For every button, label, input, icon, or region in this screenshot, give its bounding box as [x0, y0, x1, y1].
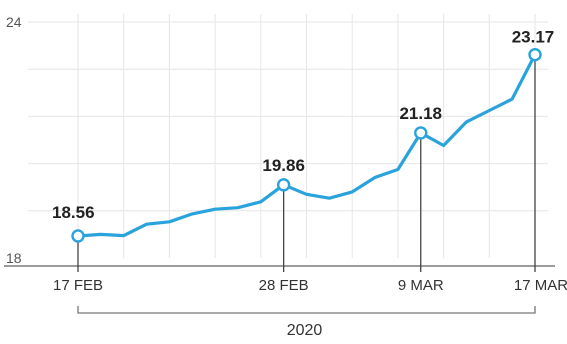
data-label: 23.17	[512, 28, 555, 47]
x-tick-label: 9 MAR	[398, 277, 444, 294]
year-label: 2020	[287, 322, 323, 339]
x-tick-label: 17 FEB	[53, 277, 103, 294]
series-line	[76, 53, 537, 238]
year-bracket	[77, 306, 536, 314]
x-axis-tick-labels: 17 FEB 28 FEB 9 MAR 17 MAR	[53, 277, 567, 294]
x-tick-label: 28 FEB	[259, 277, 309, 294]
drop-lines	[77, 54, 536, 272]
x-tick-label: 17 MAR	[514, 277, 567, 294]
y-tick-label-18: 18	[6, 250, 22, 266]
data-point-marker	[71, 229, 85, 243]
data-point-marker	[414, 126, 428, 140]
data-label: 21.18	[399, 104, 442, 123]
data-labels: 18.56 19.86 21.18 23.17	[52, 28, 554, 222]
highlight-markers	[71, 47, 542, 243]
data-point-marker	[276, 178, 291, 192]
y-axis: 24 18	[6, 14, 22, 266]
grid-lines	[28, 14, 548, 258]
y-tick-label-24: 24	[6, 14, 22, 30]
data-label: 18.56	[52, 203, 95, 222]
data-point-marker	[528, 47, 542, 62]
data-label: 19.86	[262, 156, 305, 175]
